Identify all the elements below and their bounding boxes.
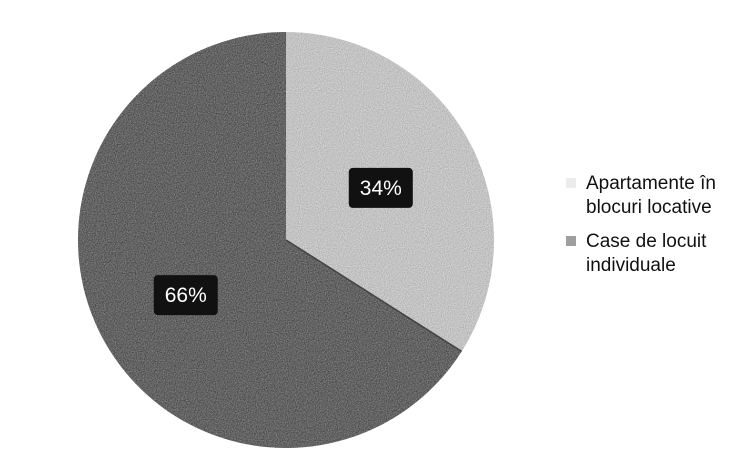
legend-label-individual-houses: Case de locuit individuale <box>586 231 707 276</box>
pie-slice-individual-houses-texture <box>77 32 462 448</box>
data-label-apartments-box <box>348 167 413 208</box>
legend-swatch-apartments <box>566 178 576 188</box>
legend-item-apartments: Apartamente în blocuri locative <box>566 172 746 220</box>
data-label-apartments-text: 34% <box>360 177 402 200</box>
data-label-apartments: 34% <box>348 167 413 208</box>
data-label-individual-houses-box <box>153 275 218 316</box>
data-label-individual-houses-text: 66% <box>165 284 207 307</box>
slice-boundary-line <box>285 239 463 353</box>
legend-label-apartments: Apartamente în blocuri locative <box>586 173 716 218</box>
legend-item-individual-houses: Case de locuit individuale <box>566 230 746 278</box>
legend-swatch-individual-houses <box>566 236 576 246</box>
data-label-individual-houses: 66% <box>153 275 218 316</box>
legend: Apartamente în blocuri locative Case de … <box>566 172 746 288</box>
